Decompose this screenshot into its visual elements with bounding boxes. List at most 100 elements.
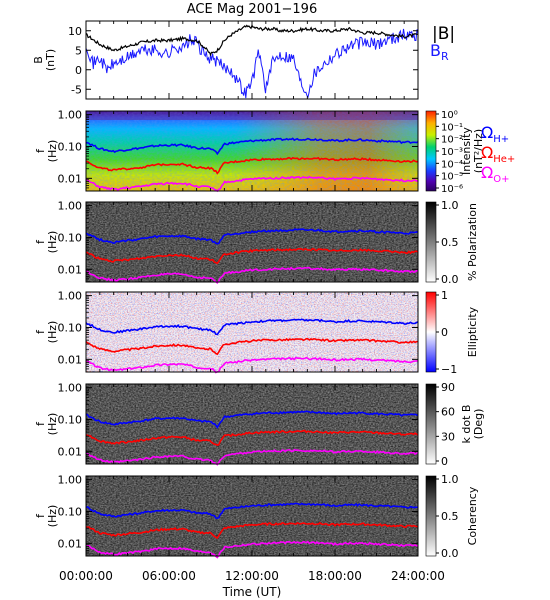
freq-y-tick-label: 0.10 xyxy=(58,505,83,518)
freq-y-tick-label: 0.10 xyxy=(58,413,83,426)
colorbar-tick-label: 30 xyxy=(441,430,455,443)
time-axis-label: Time (UT) xyxy=(222,585,282,599)
coherency-y-ticks: 1.00 0.10 0.01 f (Hz) xyxy=(34,474,418,554)
colorbar-tick-label: 60 xyxy=(441,406,455,419)
freq-y-tick-label: 0.01 xyxy=(58,537,83,550)
freq-y-tick-label: 0.01 xyxy=(58,445,83,458)
legend-omega-o: ΩO+ xyxy=(481,163,509,185)
omega-he-line xyxy=(85,337,419,356)
freq-y-tick-label: 1.00 xyxy=(58,290,83,303)
polarization-y-ticks: 1.00 0.10 0.01 f (Hz) xyxy=(34,200,418,280)
polarization-colorbar xyxy=(425,201,437,283)
colorbar-tick-label: 10⁻¹ xyxy=(441,122,463,133)
colorbar-tick-label: 90 xyxy=(441,381,455,394)
omega-he-sub: He+ xyxy=(493,154,515,165)
ellipticity-ylabel: f xyxy=(34,329,47,334)
coherency-ylabel-unit: (Hz) xyxy=(46,505,59,528)
omega-he-line xyxy=(85,156,419,175)
kdotb-colorbar-ticks: 90 60 30 0 xyxy=(436,381,455,468)
omega-he-line xyxy=(85,247,419,265)
panel-field-y-ticks: 10 5 0 -5 xyxy=(68,25,418,96)
panel-field-ylabel-unit: (nT) xyxy=(44,49,57,71)
panel-field-ylabel: B xyxy=(32,56,45,64)
colorbar-tick-label: 0.0 xyxy=(441,547,459,560)
time-tick-label: 24:00:00 xyxy=(391,569,445,583)
omega-h-symbol: Ω xyxy=(481,123,493,142)
omega-he-line xyxy=(85,521,418,540)
colorbar-tick-label: 0 xyxy=(441,326,448,339)
colorbar-tick-label: 1.0 xyxy=(441,473,459,486)
freq-y-tick-label: 0.10 xyxy=(58,140,83,153)
freq-y-tick-label: 0.10 xyxy=(58,231,83,244)
kdotb-colorbar-unit: (Deg) xyxy=(472,409,485,440)
colorbar-tick-label: 0.0 xyxy=(441,273,459,286)
ellipticity-colorbar-label: Ellipticity xyxy=(466,306,479,357)
ellipticity-ylabel-unit: (Hz) xyxy=(46,321,59,344)
omega-o-line xyxy=(85,356,418,374)
colorbar-tick-label: 1 xyxy=(441,289,448,302)
time-axis: 00:00:00 06:00:00 12:00:00 18:00:00 24:00:00 xyxy=(59,21,445,583)
ellipticity-gyrofrequency-lines xyxy=(85,318,419,374)
omega-o-line xyxy=(85,448,419,466)
freq-y-tick-label: 1.00 xyxy=(58,474,83,487)
intensity-colorbar xyxy=(425,110,437,192)
polarization-gyrofrequency-lines xyxy=(85,228,419,285)
polarization-ylabel: f xyxy=(34,239,47,244)
colorbar-tick-label: 10⁻⁴ xyxy=(441,159,463,170)
kdotb-gyrofrequency-lines xyxy=(85,410,419,466)
omega-o-sub: O+ xyxy=(493,174,509,185)
intensity-y-ticks: 1.00 0.10 0.01 f (Hz) xyxy=(34,109,418,189)
kdotb-colorbar-label: k dot B xyxy=(460,405,473,444)
ellipticity-colorbar xyxy=(425,291,437,373)
kdotb-colorbar xyxy=(425,383,437,465)
omega-h-line xyxy=(85,318,419,336)
coherency-colorbar xyxy=(425,475,437,557)
omega-o-line xyxy=(85,175,419,193)
freq-y-tick-label: 1.00 xyxy=(58,109,83,122)
legend-omega-h: ΩH+ xyxy=(481,123,509,145)
intensity-colorbar-label: Intensity xyxy=(460,127,473,175)
colorbar-tick-label: 0.5 xyxy=(441,236,459,249)
figure-title: ACE Mag 2001−196 xyxy=(187,2,317,17)
colorbar-tick-label: 0 xyxy=(441,455,448,468)
kdotb-ylabel-unit: (Hz) xyxy=(46,413,59,436)
colorbar-tick-label: 10⁻⁶ xyxy=(441,184,463,195)
b-r-series-line xyxy=(86,28,418,99)
time-tick-label: 12:00:00 xyxy=(225,569,279,583)
freq-y-tick-label: 1.00 xyxy=(58,200,83,213)
omega-h-sub: H+ xyxy=(493,134,509,145)
field-y-tick-label: 5 xyxy=(75,44,82,57)
coherency-colorbar-ticks: 1.0 0.5 0.0 xyxy=(436,473,459,560)
omega-h-line xyxy=(85,502,419,520)
intensity-ylabel-unit: (Hz) xyxy=(46,140,59,163)
coherency-colorbar-label: Coherency xyxy=(466,486,479,545)
time-tick-label: 00:00:00 xyxy=(59,569,113,583)
coherency-gyrofrequency-lines xyxy=(85,502,419,559)
colorbar-tick-label: 10⁰ xyxy=(441,110,458,121)
panel-kdotb: 1.00 0.10 0.01 f (Hz) 90 60 30 0 k dot B (Deg) xyxy=(34,381,485,468)
time-tick-label: 06:00:00 xyxy=(142,569,196,583)
panel-polarization: 1.00 0.10 0.01 f (Hz) 1.0 0.5 0.0 % Polarizati… xyxy=(34,199,479,286)
freq-y-tick-label: 1.00 xyxy=(58,382,83,395)
field-y-tick-label: 0 xyxy=(75,64,82,77)
omega-h-line xyxy=(85,228,419,245)
legend-omega-he: ΩHe+ xyxy=(481,143,515,165)
colorbar-tick-label: 10⁻² xyxy=(441,135,463,146)
freq-y-tick-label: 0.01 xyxy=(58,263,83,276)
omega-he-line xyxy=(85,429,419,446)
intensity-gyrofrequency-lines xyxy=(85,137,419,193)
intensity-ylabel: f xyxy=(34,148,47,153)
omega-he-symbol: Ω xyxy=(481,143,493,162)
polarization-colorbar-label: % Polarization xyxy=(466,203,479,281)
legend-b-r-sub: R xyxy=(441,50,449,63)
ellipticity-y-ticks: 1.00 0.10 0.01 f (Hz) xyxy=(34,290,418,370)
omega-o-line xyxy=(85,540,419,559)
polarization-ylabel-unit: (Hz) xyxy=(46,231,59,254)
legend-b-r: BR xyxy=(430,41,449,63)
polarization-colorbar-ticks: 1.0 0.5 0.0 xyxy=(436,199,459,286)
panel-coherency: 1.00 0.10 0.01 f (Hz) 1.0 0.5 0.0 Coherency xyxy=(34,473,479,560)
